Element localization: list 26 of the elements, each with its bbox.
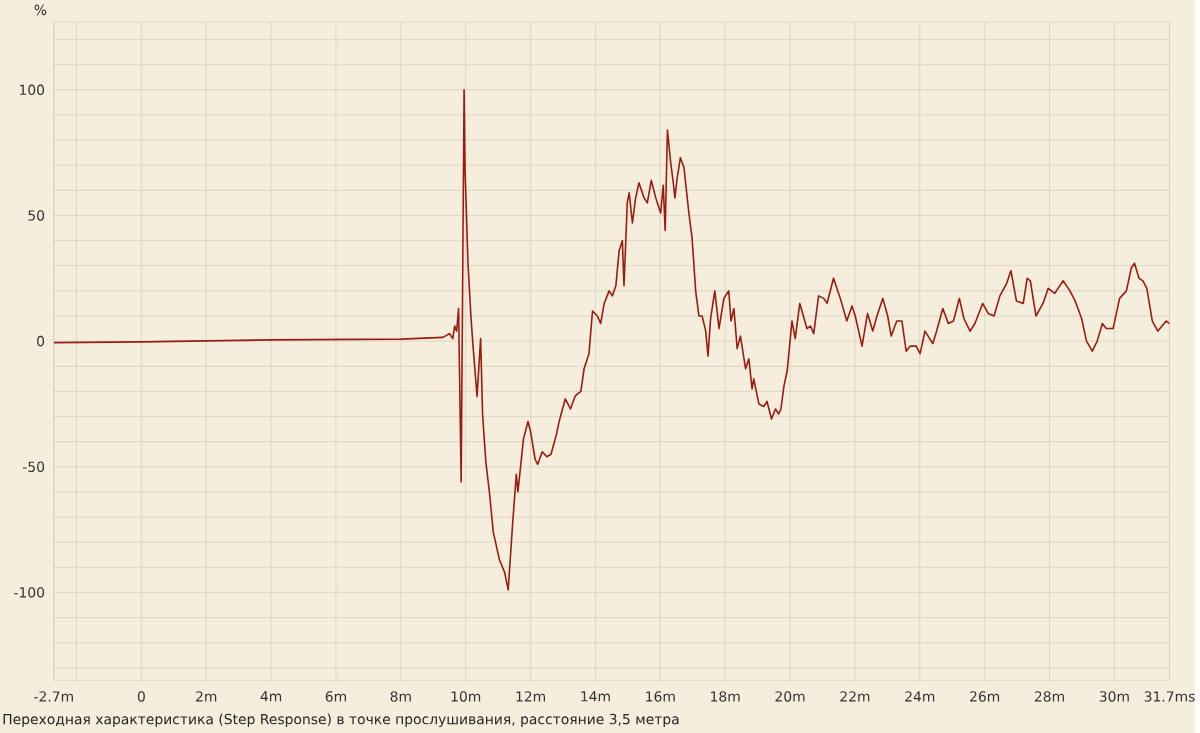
y-tick-label: 100 — [19, 84, 45, 95]
x-tick-label: 18m — [711, 691, 740, 702]
line-series — [53, 88, 1170, 591]
x-tick-label: 20m — [775, 691, 805, 702]
y-axis-title: % — [34, 4, 47, 16]
x-tick-label: 26m — [970, 691, 1000, 702]
x-tick-label: 6m — [325, 691, 346, 702]
x-tick-label: 16m — [646, 691, 675, 702]
y-tick-label: -100 — [14, 587, 45, 598]
y-tick-label: 50 — [28, 210, 45, 221]
x-tick-label: 30m — [1099, 691, 1129, 702]
x-tick-label: 0 — [137, 691, 145, 702]
x-tick-label: 12m — [516, 691, 545, 702]
x-tick-label: 24m — [905, 691, 935, 702]
x-tick-label: 2m — [196, 691, 217, 702]
x-tick-label: -2.7m — [34, 691, 73, 702]
x-tick-label: 28m — [1034, 691, 1064, 702]
x-tick-label: 14m — [581, 691, 610, 702]
y-tick-label: 0 — [37, 335, 45, 347]
x-tick-label: 22m — [840, 691, 870, 702]
x-tick-label: 4m — [260, 691, 282, 702]
x-tick-label: 31.7ms — [1144, 691, 1195, 702]
y-tick-label: -50 — [22, 461, 45, 472]
x-tick-label: 8m — [390, 691, 411, 702]
text: Переходная характеристика (Step Response) в точке прослушивания, расстояние 3,5 метра — [3, 713, 679, 727]
x-tick-label: 10m — [451, 691, 481, 702]
